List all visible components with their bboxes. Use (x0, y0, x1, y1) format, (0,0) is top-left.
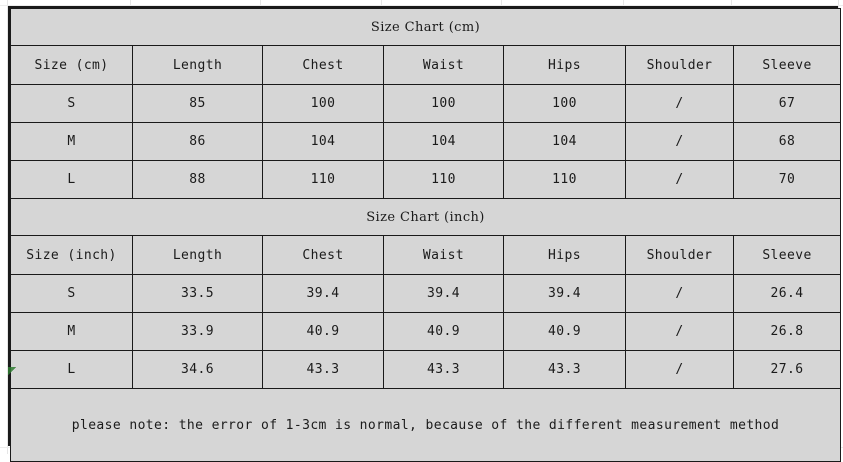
inch-cell-waist: 40.9 (383, 312, 504, 351)
cm-col-header-length: Length (132, 45, 263, 85)
inch-col-header-length: Length (132, 235, 263, 275)
size-chart-container: Size Chart (cm) Size (cm) Length Chest W… (8, 6, 841, 462)
table-row: S 85 100 100 100 / 67 (10, 84, 841, 123)
inch-cell-shoulder: / (625, 274, 734, 313)
cm-cell-chest: 104 (262, 122, 384, 161)
inch-title-row: Size Chart (inch) (10, 198, 841, 236)
cm-cell-waist: 110 (383, 160, 504, 199)
inch-header-row: Size (inch) Length Chest Waist Hips Shou… (10, 235, 841, 275)
cm-cell-waist: 100 (383, 84, 504, 123)
inch-cell-length: 33.9 (132, 312, 263, 351)
inch-cell-sleeve: 26.4 (733, 274, 841, 313)
cm-cell-chest: 110 (262, 160, 384, 199)
cm-col-header-chest: Chest (262, 45, 384, 85)
cm-cell-sleeve: 70 (733, 160, 841, 199)
inch-cell-hips: 39.4 (503, 274, 626, 313)
inch-cell-hips: 40.9 (503, 312, 626, 351)
inch-cell-chest: 43.3 (262, 350, 384, 389)
cm-col-header-hips: Hips (503, 45, 626, 85)
inch-col-header-hips: Hips (503, 235, 626, 275)
inch-cell-length: 33.5 (132, 274, 263, 313)
inch-cell-length: 34.6 (132, 350, 263, 389)
cm-header-row: Size (cm) Length Chest Waist Hips Should… (10, 45, 841, 85)
cm-cell-hips: 104 (503, 122, 626, 161)
cm-col-header-waist: Waist (383, 45, 504, 85)
background-guide-line (0, 5, 843, 6)
note-row: please note: the error of 1-3cm is norma… (10, 388, 841, 462)
inch-cell-waist: 43.3 (383, 350, 504, 389)
cm-cell-hips: 110 (503, 160, 626, 199)
cm-col-header-shoulder: Shoulder (625, 45, 734, 85)
inch-cell-size: M (10, 312, 133, 351)
cm-cell-sleeve: 67 (733, 84, 841, 123)
table-row: M 33.9 40.9 40.9 40.9 / 26.8 (10, 312, 841, 351)
inch-cell-sleeve: 26.8 (733, 312, 841, 351)
inch-cell-shoulder: / (625, 350, 734, 389)
cm-cell-length: 86 (132, 122, 263, 161)
inch-col-header-size: Size (inch) (10, 235, 133, 275)
inch-col-header-shoulder: Shoulder (625, 235, 734, 275)
cm-cell-shoulder: / (625, 160, 734, 199)
cm-cell-waist: 104 (383, 122, 504, 161)
cm-chart-title: Size Chart (cm) (10, 8, 841, 46)
cm-cell-size: L (10, 160, 133, 199)
cm-cell-shoulder: / (625, 84, 734, 123)
table-row: L 34.6 43.3 43.3 43.3 / 27.6 (10, 350, 841, 389)
cm-cell-shoulder: / (625, 122, 734, 161)
cm-cell-chest: 100 (262, 84, 384, 123)
inch-cell-chest: 39.4 (262, 274, 384, 313)
measurement-note: please note: the error of 1-3cm is norma… (10, 388, 841, 462)
background-guide-line (7, 0, 8, 454)
cm-cell-length: 88 (132, 160, 263, 199)
inch-chart-title: Size Chart (inch) (10, 198, 841, 236)
inch-cell-waist: 39.4 (383, 274, 504, 313)
table-row: L 88 110 110 110 / 70 (10, 160, 841, 199)
cm-col-header-size: Size (cm) (10, 45, 133, 85)
cm-cell-sleeve: 68 (733, 122, 841, 161)
inch-col-header-chest: Chest (262, 235, 384, 275)
inch-cell-chest: 40.9 (262, 312, 384, 351)
inch-cell-sleeve: 27.6 (733, 350, 841, 389)
cm-cell-hips: 100 (503, 84, 626, 123)
cm-cell-size: S (10, 84, 133, 123)
cm-cell-size: M (10, 122, 133, 161)
inch-cell-size: L (10, 350, 133, 389)
cm-title-row: Size Chart (cm) (10, 8, 841, 46)
cm-col-header-sleeve: Sleeve (733, 45, 841, 85)
table-row: M 86 104 104 104 / 68 (10, 122, 841, 161)
inch-cell-size: S (10, 274, 133, 313)
inch-col-header-sleeve: Sleeve (733, 235, 841, 275)
size-chart-table: Size Chart (cm) Size (cm) Length Chest W… (10, 8, 841, 462)
inch-col-header-waist: Waist (383, 235, 504, 275)
table-row: S 33.5 39.4 39.4 39.4 / 26.4 (10, 274, 841, 313)
cm-cell-length: 85 (132, 84, 263, 123)
inch-cell-hips: 43.3 (503, 350, 626, 389)
inch-cell-shoulder: / (625, 312, 734, 351)
